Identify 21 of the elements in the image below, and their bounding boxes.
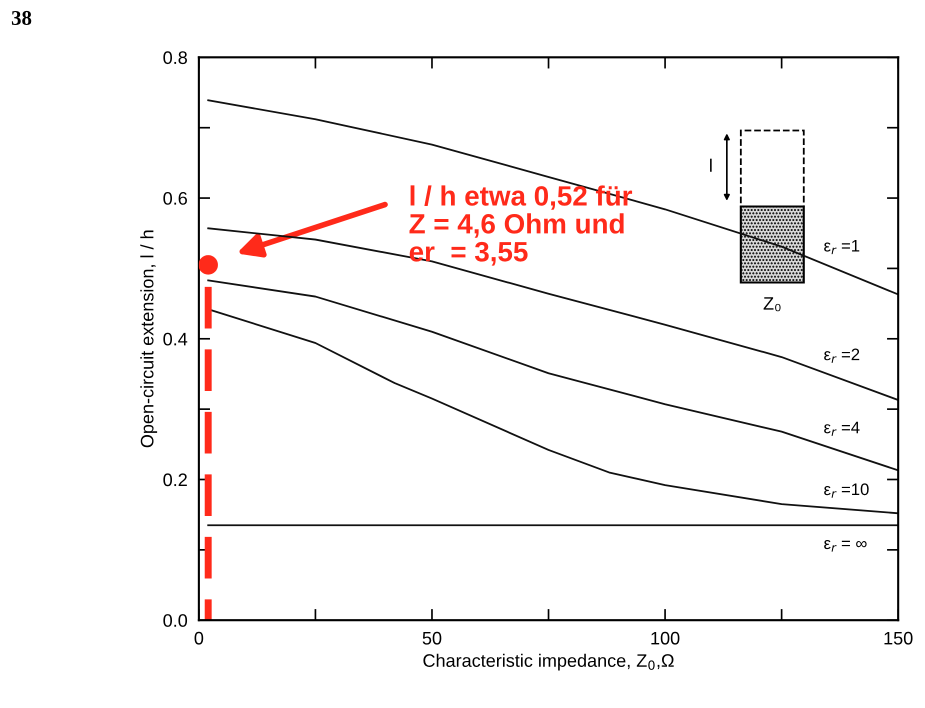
series-label: ε$_{r}$ = ∞ — [824, 540, 867, 552]
series-label: ε$_{r}$ =2 — [824, 348, 860, 363]
y-axis-title: Open-circuit extension, l / h — [140, 230, 158, 448]
series-label: ε$_{r}$ =1 — [824, 240, 860, 254]
annotation: l — [710, 158, 712, 172]
x-tick-label: 150 — [884, 632, 913, 645]
y-tick-label: 0.2 — [163, 473, 187, 486]
annotation: Z₀ — [764, 297, 781, 312]
line-series — [207, 99, 898, 296]
y-tick-label: 0.8 — [163, 51, 187, 64]
y-tick-label: 0.4 — [163, 332, 188, 346]
line-series — [207, 279, 898, 472]
series-label: ε$_{r}$ =4 — [824, 422, 860, 436]
x-axis-title: Characteristic impedance, Z$_{0}$,Ω — [423, 654, 674, 671]
y-tick-label: 0.6 — [163, 192, 187, 205]
x-tick-label: 100 — [651, 632, 680, 645]
x-tick-label: 50 — [422, 632, 442, 645]
series-label: ε$_{r}$ =10 — [824, 483, 869, 498]
text: 38 — [12, 10, 32, 25]
x-tick-label: 0 — [194, 632, 204, 645]
y-tick-label: 0.0 — [163, 614, 188, 627]
